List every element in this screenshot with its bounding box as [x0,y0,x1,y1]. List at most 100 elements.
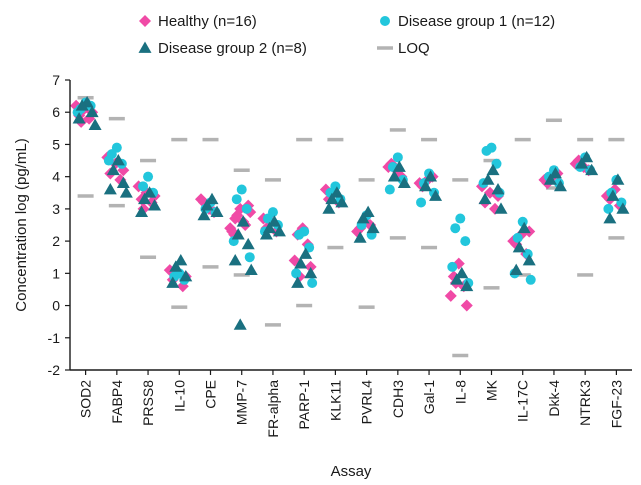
data-point [424,170,438,182]
data-point [450,223,461,234]
loq-mark [108,203,125,208]
data-point [322,202,336,214]
loq-mark [389,236,406,240]
data-point [143,186,157,198]
y-tick-label: 0 [52,298,60,314]
loq-mark [483,286,500,290]
x-tick-label: FR-alpha [265,380,281,438]
data-point [148,199,162,211]
x-tick-label: KLK11 [327,380,343,421]
data-point [481,173,495,185]
data-point [138,181,149,192]
data-point [294,229,305,240]
legend-marker [377,46,393,50]
data-point [366,221,380,234]
data-point [205,192,219,205]
data-point [392,152,403,163]
data-point [330,186,344,198]
loq-mark [140,158,157,163]
data-point [353,231,367,243]
data-point [460,236,471,247]
loq-mark [452,353,469,358]
data-point [197,208,211,221]
legend-label: LOQ [398,40,430,57]
legend-marker [380,16,390,26]
data-point [509,263,523,275]
data-point [606,189,620,201]
data-point [478,192,492,205]
x-axis-title: Assay [331,463,372,480]
data-point [262,213,273,224]
loq-mark [202,137,219,142]
data-point [294,257,308,269]
data-point [491,183,505,195]
data-point [481,145,492,156]
data-point [384,184,395,195]
data-point [231,194,242,205]
y-tick-label: 4 [52,169,60,185]
x-tick-label: IL-8 [452,380,468,404]
loq-mark [296,137,313,142]
loq-mark [327,137,344,142]
x-tick-label: SOD2 [78,380,94,418]
x-tick-label: PARP-1 [296,380,312,430]
data-point [580,150,594,163]
data-point [419,179,433,192]
data-point [103,183,117,195]
data-point [244,252,255,263]
data-point [85,105,99,118]
data-point [88,118,102,130]
data-point [525,274,536,285]
data-point [233,318,247,330]
data-point [231,228,245,240]
legend-label: Disease group 2 (n=8) [158,40,307,57]
data-point [517,221,531,234]
data-point [335,195,349,208]
data-point [200,199,214,211]
data-point [241,203,252,214]
y-tick-label: 3 [52,201,60,217]
x-tick-label: PVRL4 [359,380,375,425]
loq-mark [514,273,531,277]
x-tick-label: PRSS8 [140,380,156,426]
x-tick-label: MK [484,379,500,401]
loq-mark [421,137,438,142]
data-point [494,202,508,214]
loq-mark [608,236,625,240]
legend-marker [138,41,152,53]
x-tick-label: NTRK3 [577,380,593,426]
data-point [169,260,183,272]
data-point [444,289,457,302]
points-layer [70,96,630,330]
data-point [259,228,273,240]
data-point [103,155,114,166]
data-point [231,209,244,222]
y-tick-label: 7 [52,72,60,88]
data-point [460,299,473,312]
x-tick-label: CDH3 [390,380,406,418]
data-point [460,279,474,292]
data-point [356,212,370,224]
y-tick-label: -1 [48,330,61,346]
data-point [486,163,500,176]
y-axis-title: Concentration log (pg/mL) [13,138,30,311]
loq-mark [77,194,94,198]
legend: Healthy (n=16) Disease group 1 (n=12) Dise… [138,13,555,57]
data-point [75,99,89,111]
data-point [228,253,242,266]
data-point [174,253,188,266]
legend-marker [139,15,151,27]
loq-mark [296,303,313,308]
data-point [543,173,557,185]
loq-mark [264,323,281,327]
data-point [116,176,130,188]
data-point [455,266,469,279]
data-point [291,276,305,288]
loq-mark [233,168,250,172]
x-tick-label: IL-17C [515,380,531,422]
data-point [135,205,149,217]
loq-mark [545,118,562,123]
data-point [272,224,286,237]
data-point [111,154,125,166]
